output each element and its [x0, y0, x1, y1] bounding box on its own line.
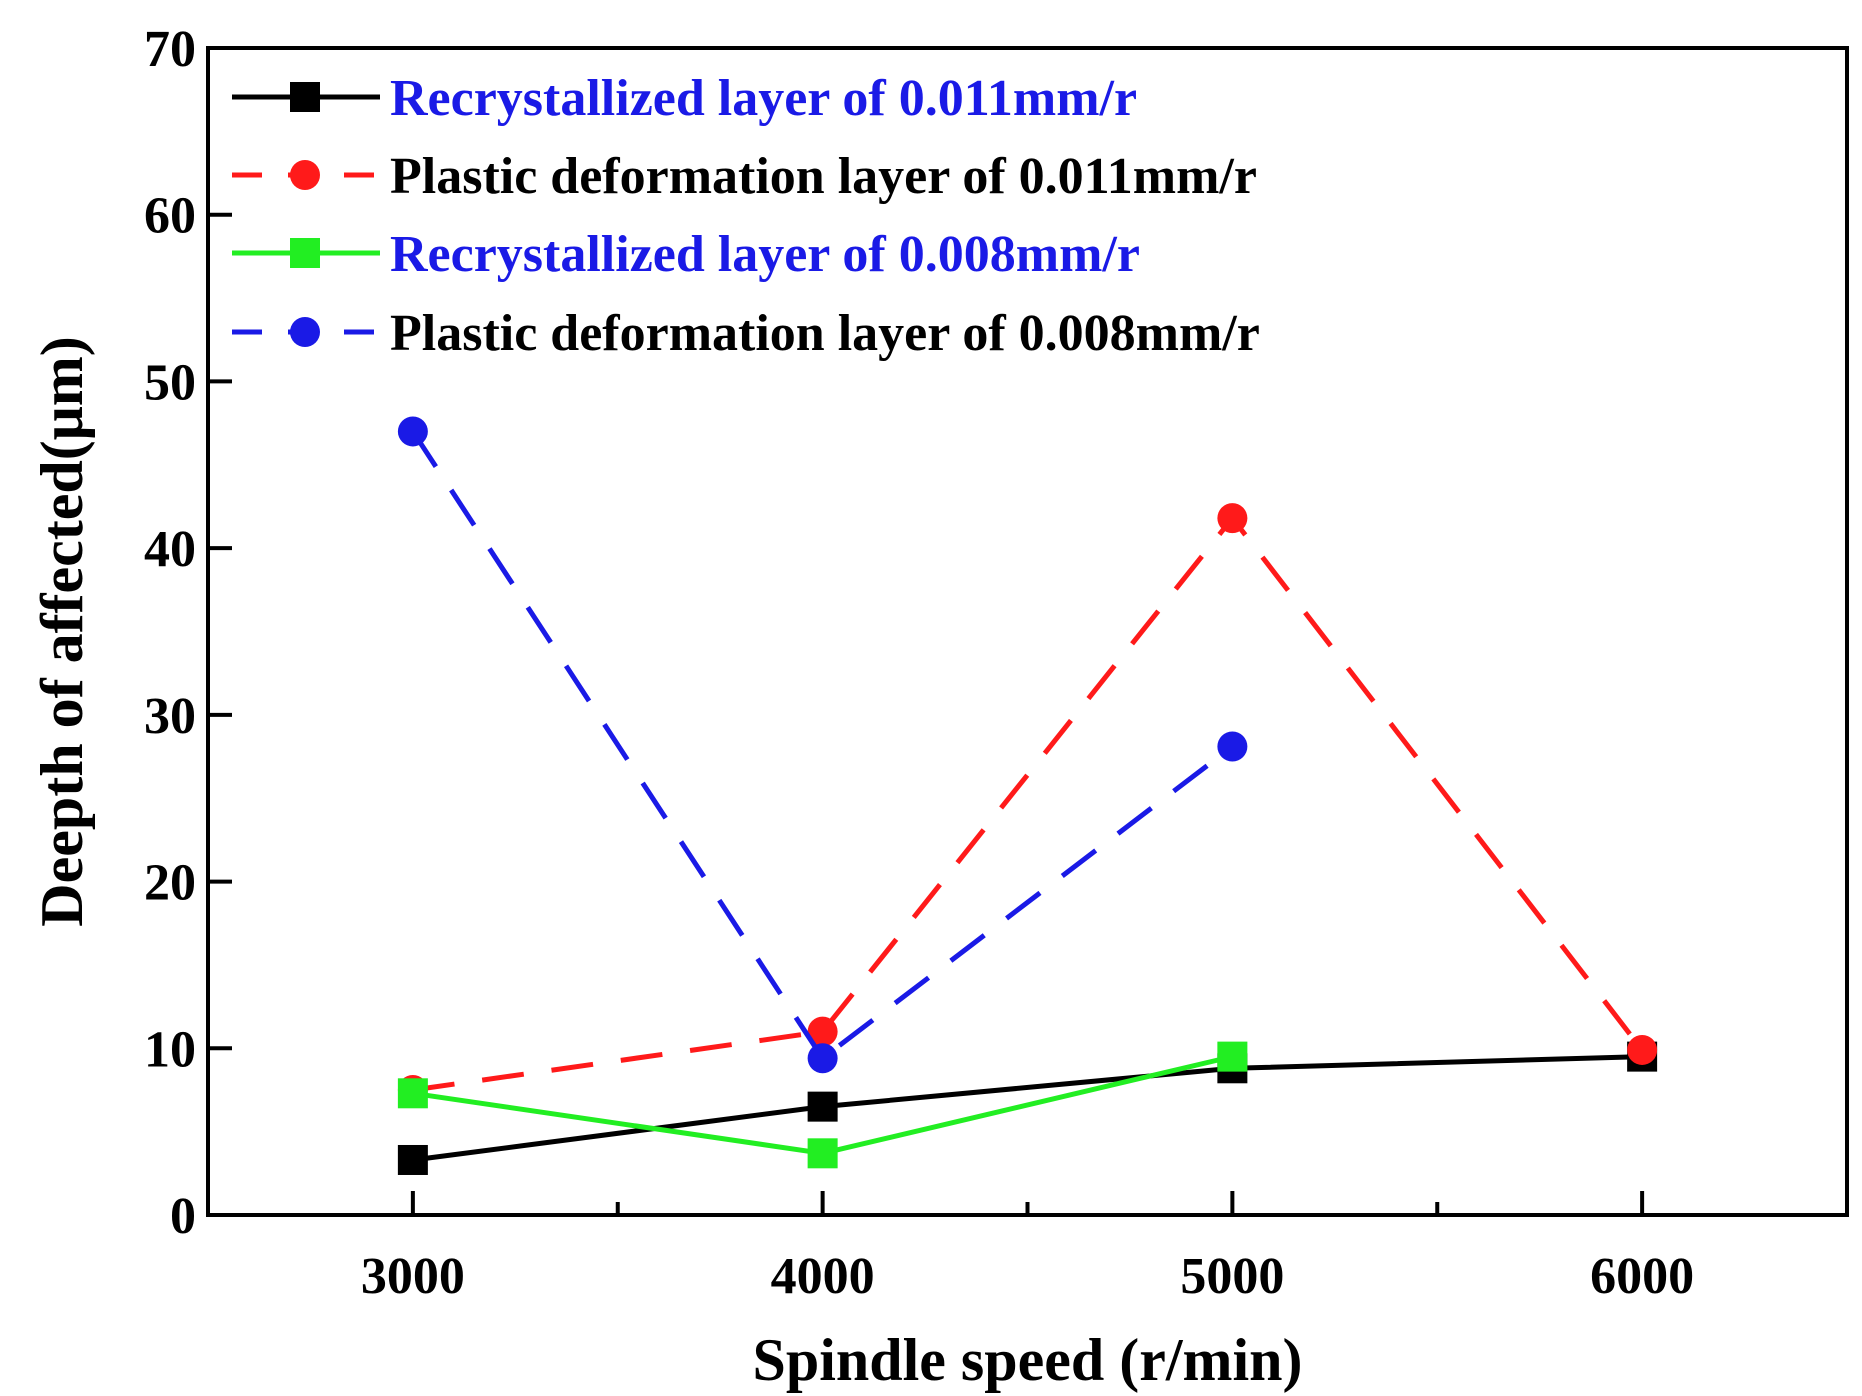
- y-tick-label-30: 30: [144, 688, 196, 745]
- legend-label-0: Recrystallized layer of 0.011mm/r: [390, 70, 1137, 127]
- y-tick-label-60: 60: [144, 188, 196, 245]
- series-3-point-1: [807, 1043, 838, 1074]
- y-tick-label-0: 0: [170, 1188, 196, 1245]
- legend-entry-3: Plastic deformation layer of 0.008mm/r: [232, 305, 1260, 362]
- series-1: [397, 503, 1658, 1105]
- series-0-point-0: [397, 1144, 428, 1175]
- ticks-layer: 3000 4000 5000 6000 0 10 20 30 40 50 60 70: [144, 21, 1694, 1305]
- y-axis-title: Deepth of affected(μm): [29, 336, 95, 926]
- series-0-point-1: [807, 1091, 838, 1122]
- y-tick-label-50: 50: [144, 354, 196, 411]
- plot-frame: [206, 46, 1849, 1217]
- series-1-point-2: [1217, 503, 1248, 534]
- series-2: [397, 1041, 1248, 1169]
- y-tick-label-70: 70: [144, 21, 196, 78]
- series-3-point-2: [1217, 731, 1248, 762]
- legend-marker-1: [290, 160, 320, 190]
- legend-entry-0: Recrystallized layer of 0.011mm/r: [232, 70, 1137, 127]
- y-tick-label-40: 40: [144, 521, 196, 578]
- series-0: [397, 1041, 1658, 1175]
- legend-marker-0: [290, 82, 320, 112]
- y-tick-label-10: 10: [144, 1021, 196, 1078]
- legend: Recrystallized layer of 0.011mm/r Plastic…: [232, 70, 1260, 362]
- series-2-point-0: [397, 1078, 428, 1109]
- legend-label-2: Recrystallized layer of 0.008mm/r: [390, 226, 1140, 283]
- x-tick-label-4000: 4000: [771, 1248, 875, 1305]
- series-1-point-1: [807, 1016, 838, 1047]
- legend-entry-1: Plastic deformation layer of 0.011mm/r: [232, 148, 1257, 205]
- series-0-line: [412, 1054, 1643, 1163]
- y-tick-label-20: 20: [144, 855, 196, 912]
- series-1-point-3: [1627, 1034, 1658, 1065]
- series-1-line: [412, 515, 1645, 1093]
- legend-marker-2: [290, 238, 320, 268]
- legend-label-1: Plastic deformation layer of 0.011mm/r: [390, 148, 1257, 205]
- x-tick-label-3000: 3000: [361, 1248, 465, 1305]
- series-2-point-2: [1217, 1041, 1248, 1072]
- series-3-point-0: [397, 416, 428, 447]
- series-3: [397, 416, 1248, 1074]
- legend-entry-2: Recrystallized layer of 0.008mm/r: [232, 226, 1140, 283]
- series-layer: [397, 416, 1658, 1175]
- legend-label-3: Plastic deformation layer of 0.008mm/r: [390, 305, 1260, 362]
- x-axis-title: Spindle speed (r/min): [752, 1327, 1302, 1393]
- x-tick-label-6000: 6000: [1590, 1248, 1694, 1305]
- x-tick-label-5000: 5000: [1180, 1248, 1284, 1305]
- legend-marker-3: [290, 317, 320, 347]
- series-2-point-1: [807, 1138, 838, 1169]
- series-3-line: [410, 430, 1234, 1061]
